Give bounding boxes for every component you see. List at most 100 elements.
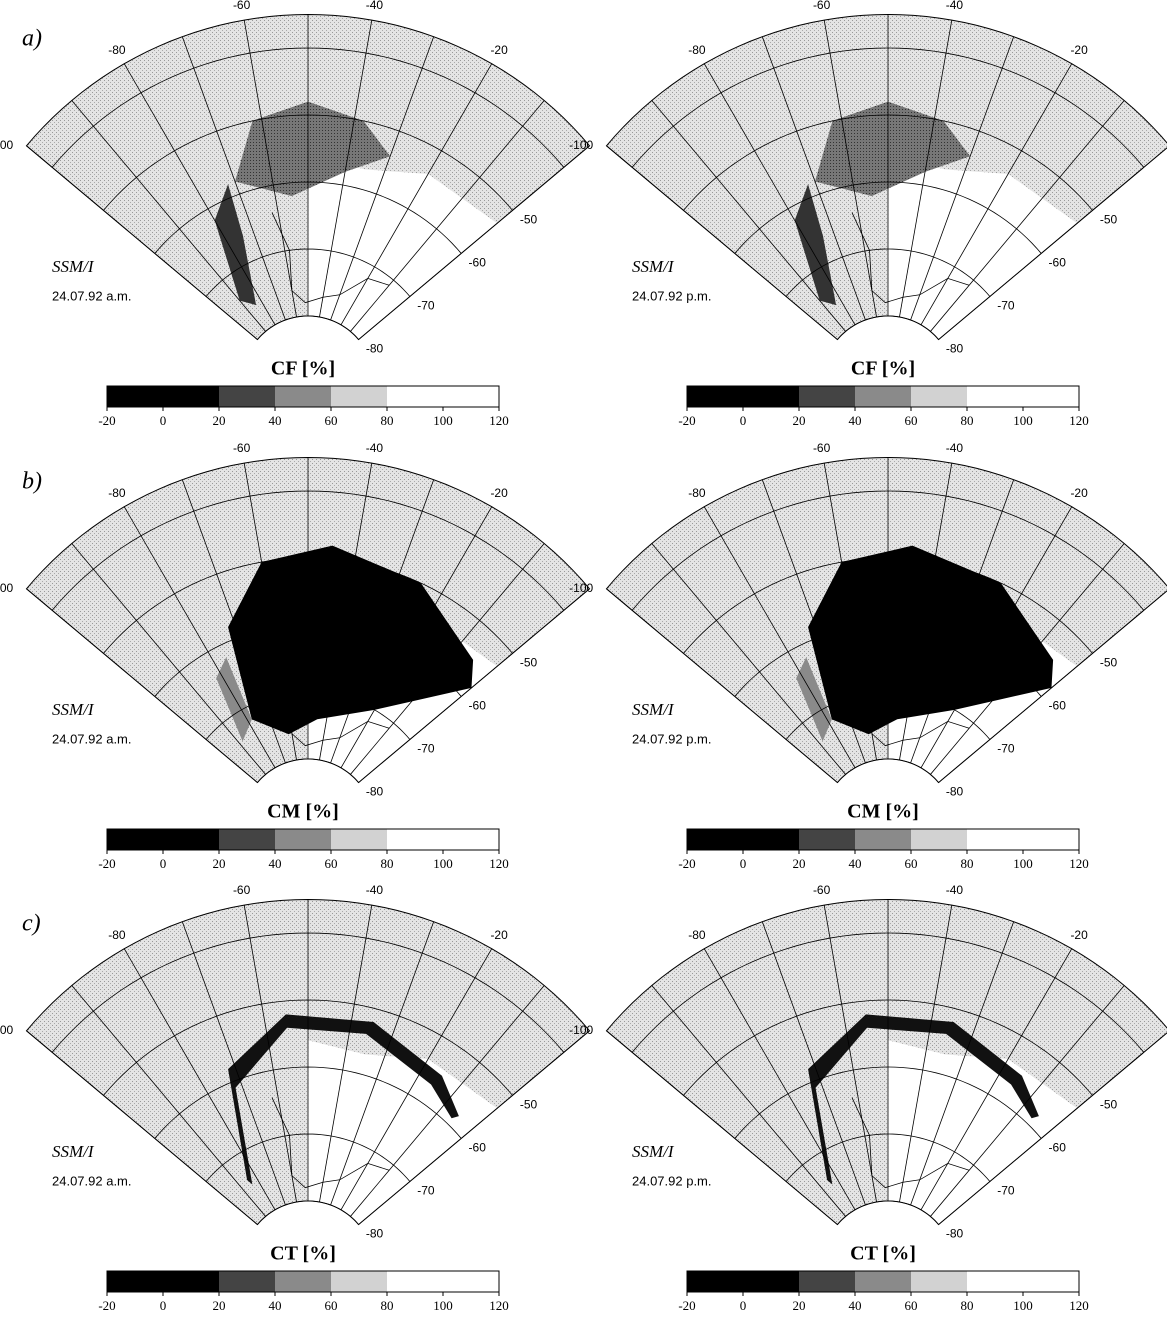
colorbar-level [107, 829, 219, 850]
date: 24.07.92 p.m. [632, 1173, 712, 1188]
lon-label: -80 [688, 928, 706, 942]
colorbar-level [799, 829, 855, 850]
lat-label: -80 [366, 785, 384, 799]
meridian [358, 1030, 590, 1225]
colorbar-tick-label: 60 [905, 856, 918, 871]
colorbar-level [911, 386, 967, 407]
sensor: SSM/I [632, 1142, 675, 1161]
date: 24.07.92 a.m. [52, 288, 132, 303]
coastline [271, 1097, 390, 1189]
colorbar-tick-label: 0 [740, 413, 747, 428]
colorbar-tick-label: 20 [213, 413, 226, 428]
meridian [330, 36, 435, 321]
colorbar-tick-label: 20 [213, 856, 226, 871]
colorbar-tick-label: 120 [1069, 856, 1089, 871]
meridian [823, 20, 877, 318]
meridian [823, 463, 877, 761]
meridian [340, 948, 493, 1211]
meridian [319, 463, 373, 761]
colorbar-tick-label: 100 [433, 413, 453, 428]
meridian [358, 588, 590, 783]
open-area [888, 1040, 1078, 1225]
meridian [319, 905, 373, 1203]
lon-label: -60 [233, 883, 251, 897]
colorbar-level [387, 1271, 499, 1292]
open-area [888, 155, 1078, 340]
meridian [319, 20, 373, 318]
colorbar-tick-label: 80 [381, 856, 394, 871]
meridian [910, 36, 1015, 321]
meridian [930, 985, 1125, 1217]
colorbar-frame [686, 385, 1080, 408]
lon-label: -40 [946, 441, 964, 455]
coastline [851, 1097, 970, 1189]
lon-label: -100 [0, 581, 14, 595]
lon-label: -80 [108, 486, 126, 500]
meridian [651, 543, 846, 775]
meridian [330, 479, 435, 764]
colorbar-tick-label: 40 [269, 413, 282, 428]
lon-label: -20 [1070, 928, 1088, 942]
colorbar-tick-label: 40 [269, 856, 282, 871]
lat-label: -60 [469, 1141, 487, 1155]
colorbar-tick-label: 120 [1069, 413, 1089, 428]
colorbar-level [687, 829, 799, 850]
colorbar-level [687, 386, 799, 407]
meridian [26, 1030, 258, 1225]
colorbar-tick-label: -20 [98, 413, 115, 428]
lon-label: -40 [366, 441, 384, 455]
lat-label: -70 [997, 742, 1015, 756]
ice-edge [808, 1014, 1039, 1185]
meridian [71, 543, 266, 775]
coastline [271, 655, 390, 747]
meridian [761, 36, 866, 321]
dense-area [808, 545, 1054, 735]
colorbar-level [687, 1271, 799, 1292]
meridian [358, 145, 590, 340]
row: b) -100 -80 -60 -40 -20 0 -50 -60 -70 -80 SSM/I 24.0… [0, 441, 1167, 871]
colorbar-tick-label: 80 [961, 1298, 974, 1313]
open-area [308, 155, 498, 340]
colorbar-tick-label: -20 [678, 856, 695, 871]
colorbar-tick-label: 40 [849, 413, 862, 428]
meridian [938, 590, 1167, 783]
colorbar-level [331, 1271, 387, 1292]
lat-label: -50 [1100, 213, 1118, 227]
colorbar-tick-label: 80 [381, 1298, 394, 1313]
meridian [703, 948, 856, 1211]
meridian [606, 145, 838, 340]
meridian [910, 479, 1015, 764]
meridian [350, 543, 545, 775]
date: 24.07.92 a.m. [52, 731, 132, 746]
colorbar-tick-label: 60 [905, 1298, 918, 1313]
colorbar-tick-label: 120 [489, 413, 509, 428]
colorbar-tick-label: 60 [905, 413, 918, 428]
lon-label: -60 [813, 441, 831, 455]
meridian [761, 479, 866, 764]
panel: -100 -80 -60 -40 -20 0 -50 -60 -70 -80 SSM/I 24.07.… [0, 441, 618, 871]
meridian [823, 905, 877, 1203]
colorbar-tick-label: 120 [489, 1298, 509, 1313]
colorbar-tick-label: 20 [793, 856, 806, 871]
colorbar-level [275, 1271, 331, 1292]
meridian [930, 543, 1125, 775]
colorbar-level [387, 829, 499, 850]
colorbar-tick-label: -20 [98, 856, 115, 871]
meridian [938, 1032, 1167, 1225]
panel: -100 -80 -60 -40 -20 0 -50 -60 -70 -80 SSM/I 24.07.… [569, 0, 1167, 428]
colorbar-tick-label: 80 [381, 413, 394, 428]
lat-label: -60 [1049, 699, 1067, 713]
meridian [71, 100, 266, 332]
meridian [350, 100, 545, 332]
colorbar-tick-label: 0 [740, 856, 747, 871]
date: 24.07.92 a.m. [52, 1173, 132, 1188]
meridian [340, 63, 493, 326]
meridian [181, 921, 286, 1206]
panel: -100 -80 -60 -40 -20 0 -50 -60 -70 -80 SSM/I 24.07.… [569, 441, 1167, 871]
lat-label: -50 [1100, 656, 1118, 670]
colorbar-title: CF [%] [851, 358, 915, 380]
meridian [899, 463, 953, 761]
meridian [243, 463, 297, 761]
meridian [651, 985, 846, 1217]
